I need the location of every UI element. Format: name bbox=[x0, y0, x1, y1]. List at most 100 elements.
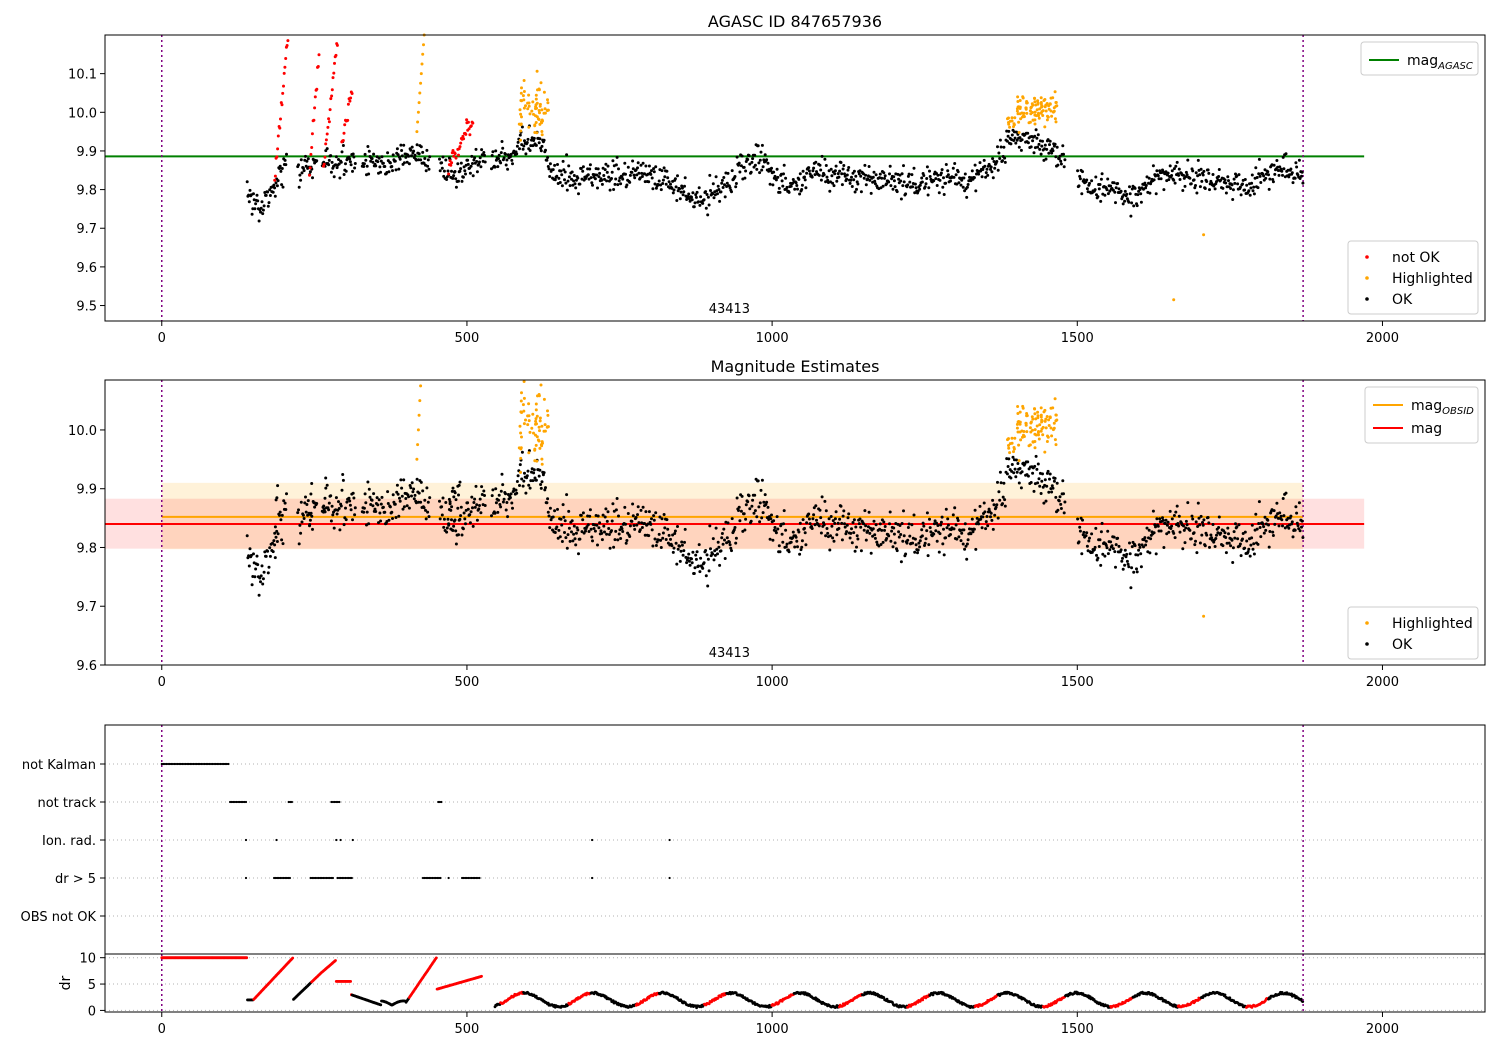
ok-point bbox=[1297, 501, 1301, 505]
ok-point bbox=[927, 186, 931, 190]
flag-point bbox=[421, 876, 425, 880]
ok-point bbox=[564, 536, 568, 540]
highlighted-point bbox=[1018, 112, 1022, 116]
ok-point bbox=[670, 544, 674, 548]
ok-point bbox=[1172, 178, 1176, 182]
ok-point bbox=[721, 542, 725, 546]
ok-point bbox=[1059, 502, 1063, 506]
ok-point bbox=[412, 497, 416, 501]
flag-point bbox=[335, 838, 338, 842]
ok-point bbox=[997, 151, 1001, 155]
ok-point bbox=[591, 539, 594, 543]
x-tick-label: 1500 bbox=[1061, 331, 1094, 346]
flag-category-label: not Kalman bbox=[22, 758, 96, 773]
highlighted-point bbox=[527, 419, 531, 423]
highlighted-point bbox=[530, 109, 534, 113]
ok-point bbox=[445, 178, 449, 181]
highlighted-point bbox=[1018, 422, 1022, 426]
ok-point bbox=[1250, 523, 1254, 527]
ok-point bbox=[780, 179, 784, 183]
ok-point bbox=[309, 492, 313, 496]
ok-point bbox=[523, 471, 526, 475]
not-ok-point bbox=[313, 95, 317, 99]
ok-point bbox=[1175, 160, 1179, 164]
ok-point bbox=[407, 495, 411, 499]
ok-point bbox=[864, 538, 868, 542]
ok-point bbox=[671, 550, 675, 554]
ok-point bbox=[807, 169, 811, 173]
ok-point bbox=[454, 529, 458, 533]
ok-point bbox=[1148, 551, 1152, 555]
ok-point bbox=[945, 526, 949, 530]
ok-point bbox=[993, 166, 997, 170]
ok-point bbox=[1057, 499, 1061, 503]
ok-point bbox=[693, 566, 697, 570]
ok-point bbox=[833, 521, 837, 525]
ok-point bbox=[600, 531, 604, 535]
highlighted-point bbox=[1043, 98, 1047, 101]
ok-point bbox=[1268, 177, 1272, 181]
ok-point bbox=[1110, 544, 1114, 548]
ok-point bbox=[1012, 139, 1016, 142]
flag-point bbox=[244, 838, 248, 842]
ok-point bbox=[1046, 469, 1050, 473]
ok-point bbox=[348, 499, 352, 503]
ok-point bbox=[571, 183, 575, 187]
ok-point bbox=[694, 553, 698, 557]
y-tick-label: 10.0 bbox=[68, 106, 97, 121]
ok-point bbox=[849, 531, 853, 535]
ok-point bbox=[1172, 531, 1176, 535]
ok-point bbox=[730, 190, 733, 194]
highlighted-point bbox=[1030, 415, 1034, 419]
ok-point bbox=[587, 530, 591, 533]
ok-point bbox=[676, 525, 679, 528]
ok-point bbox=[1077, 540, 1081, 544]
ok-point bbox=[1170, 524, 1174, 528]
ok-point bbox=[595, 173, 599, 177]
ok-point bbox=[1223, 178, 1227, 182]
dr-point bbox=[609, 998, 613, 1001]
ok-point bbox=[272, 183, 276, 187]
ok-point bbox=[515, 491, 519, 495]
ok-point bbox=[1239, 554, 1243, 558]
highlighted-point bbox=[1040, 419, 1044, 423]
ok-point bbox=[833, 169, 837, 173]
flag-point bbox=[162, 762, 165, 766]
ok-point bbox=[883, 174, 887, 178]
ok-point bbox=[800, 545, 804, 549]
not-ok-point bbox=[342, 131, 346, 135]
ok-point bbox=[520, 450, 524, 454]
ok-point bbox=[1206, 168, 1210, 172]
ok-point bbox=[474, 147, 478, 151]
highlighted-point bbox=[1052, 421, 1056, 425]
ok-point bbox=[859, 190, 863, 194]
ok-point bbox=[798, 192, 802, 196]
flag-point bbox=[224, 762, 227, 766]
ok-point bbox=[838, 517, 842, 521]
ok-point bbox=[1055, 481, 1059, 485]
ok-point bbox=[623, 161, 627, 165]
ok-point bbox=[1156, 174, 1160, 178]
ok-point bbox=[1037, 477, 1041, 481]
dr-point bbox=[291, 956, 295, 960]
ok-point bbox=[1034, 454, 1038, 458]
highlighted-point bbox=[1047, 418, 1051, 422]
ok-point bbox=[728, 543, 732, 547]
ok-point bbox=[984, 527, 988, 531]
ok-point bbox=[497, 493, 501, 497]
ok-point bbox=[834, 164, 838, 168]
ok-point bbox=[1041, 472, 1044, 476]
ok-point bbox=[702, 198, 706, 202]
ok-point bbox=[704, 206, 708, 210]
ok-point bbox=[1059, 162, 1063, 166]
ok-point bbox=[1295, 165, 1299, 169]
ok-point bbox=[698, 570, 702, 574]
ok-point bbox=[722, 527, 726, 531]
ok-point bbox=[264, 554, 268, 558]
ok-point bbox=[490, 514, 493, 518]
ok-point bbox=[871, 527, 875, 531]
ok-point bbox=[999, 145, 1003, 149]
flag-point bbox=[287, 876, 290, 880]
highlighted-point bbox=[542, 397, 546, 401]
